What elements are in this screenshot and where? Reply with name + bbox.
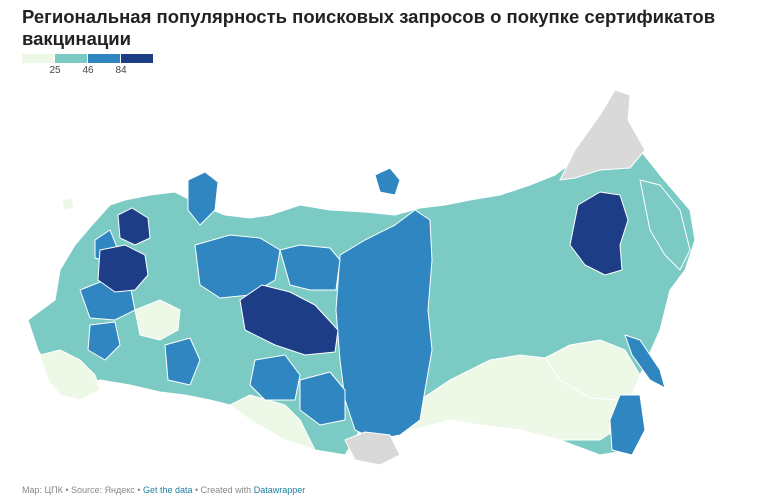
legend-swatch-2 — [55, 54, 87, 63]
legend-label-46: 46 — [82, 65, 94, 76]
region-novosibirsk-area[interactable] — [299, 371, 346, 426]
region-central-west-2[interactable] — [87, 321, 121, 361]
footer-credit: Map: ЦПК • Source: Яндекс • — [22, 485, 143, 495]
region-amur-low[interactable] — [544, 339, 641, 401]
region-yamal[interactable] — [279, 244, 341, 291]
region-primorye[interactable] — [609, 394, 646, 456]
region-komi[interactable] — [194, 234, 281, 299]
datawrapper-link[interactable]: Datawrapper — [253, 485, 306, 495]
region-northwest-cluster[interactable] — [97, 244, 149, 293]
region-caucasus-low[interactable] — [39, 349, 101, 401]
legend-labels: 25 46 84 — [22, 63, 154, 77]
region-krasnoyarsk[interactable] — [335, 209, 433, 441]
legend-color-scale — [22, 54, 154, 63]
region-south-ural[interactable] — [249, 354, 301, 401]
region-sakha-east[interactable] — [569, 191, 629, 276]
map-title: Региональная популярность поисковых запр… — [22, 6, 716, 49]
region-kamchatka[interactable] — [639, 179, 691, 271]
region-kaliningrad-low[interactable] — [61, 197, 75, 211]
legend-label-25: 25 — [49, 65, 61, 76]
region-chukotka-no-data[interactable] — [559, 89, 646, 181]
russia-choropleth-map[interactable] — [0, 76, 760, 476]
legend-label-84: 84 — [115, 65, 127, 76]
legend-swatch-1 — [22, 54, 54, 63]
legend-swatch-3 — [88, 54, 120, 63]
region-khanty-mansi[interactable] — [239, 284, 339, 356]
legend-swatch-4 — [121, 54, 153, 63]
region-taymyr-islands[interactable] — [374, 167, 401, 196]
region-volga-low[interactable] — [134, 299, 181, 341]
get-data-link[interactable]: Get the data — [142, 485, 193, 495]
footer-created: • Created with — [192, 485, 254, 495]
region-sakhalin[interactable] — [624, 334, 666, 389]
map-footer: Map: ЦПК • Source: Яндекс • Get the data… — [22, 485, 305, 495]
legend: 25 46 84 — [22, 54, 154, 77]
region-kazakh-border-low[interactable] — [229, 394, 316, 451]
region-tuva-no-data[interactable] — [344, 431, 401, 466]
region-karelia[interactable] — [117, 207, 151, 246]
region-arkhangelsk[interactable] — [187, 171, 219, 226]
region-volga-east[interactable] — [164, 337, 201, 386]
